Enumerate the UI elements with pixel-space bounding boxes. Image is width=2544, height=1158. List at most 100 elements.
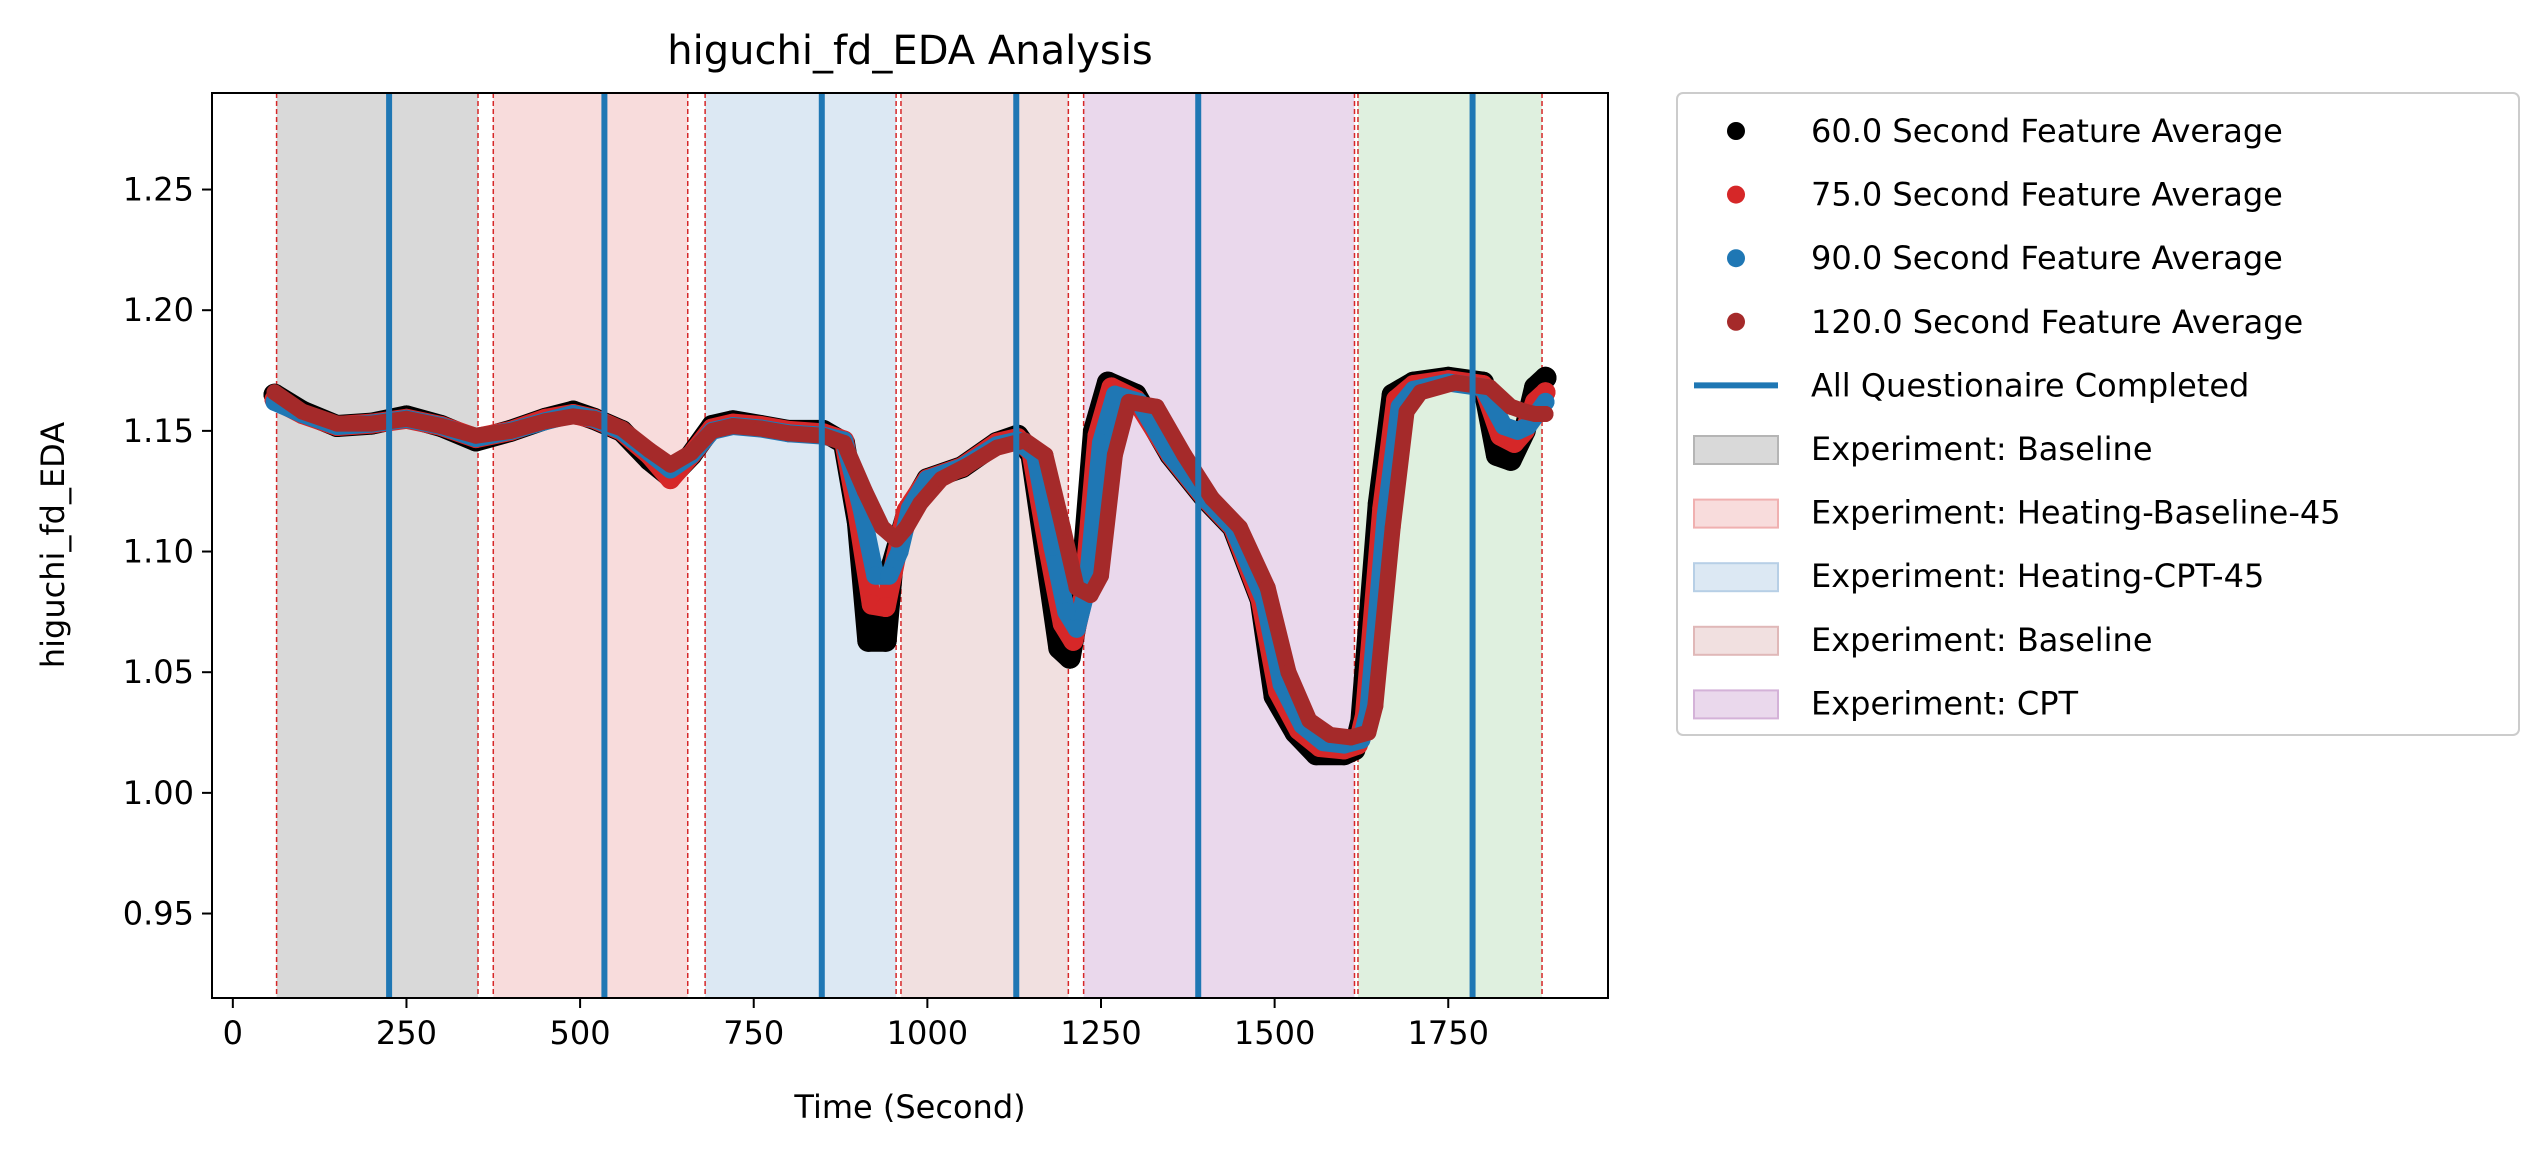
data-point: [1092, 567, 1109, 584]
x-tick-label: 0: [223, 1014, 243, 1052]
data-point: [704, 422, 721, 439]
data-point: [363, 415, 380, 432]
data-point: [752, 420, 769, 437]
data-point: [1360, 724, 1377, 741]
data-point: [1082, 586, 1099, 603]
legend-label: Experiment: Heating-Baseline-45: [1811, 494, 2341, 532]
data-point: [1231, 519, 1248, 536]
data-point: [467, 427, 484, 444]
plot-frame: [211, 92, 1609, 999]
y-tick-label: 1.15: [123, 412, 194, 450]
data-point: [933, 471, 950, 488]
legend-patch-swatch: [1693, 562, 1779, 593]
legend-label: Experiment: Baseline: [1811, 430, 2153, 468]
legend-item-4: 120.0 Second Feature Average: [1727, 303, 2303, 341]
data-point: [1343, 729, 1360, 746]
series-layer: [263, 366, 1557, 766]
data-point: [1106, 447, 1123, 463]
x-axis-label: Time (Second): [793, 1088, 1025, 1126]
data-point: [1537, 405, 1554, 422]
data-point: [857, 629, 880, 652]
legend-item-7: Experiment: Heating-Baseline-45: [1693, 494, 2341, 532]
data-point: [1067, 619, 1086, 638]
data-point: [1204, 490, 1221, 507]
legend: 60.0 Second Feature Average 75.0 Second F…: [1676, 92, 2520, 736]
data-point: [1384, 519, 1401, 536]
data-point: [662, 456, 679, 473]
y-tick-label: 1.00: [123, 774, 194, 812]
data-point: [294, 403, 311, 420]
data-point: [398, 410, 415, 427]
experiment-region-2: [493, 93, 688, 998]
legend-label: 60.0 Second Feature Average: [1811, 112, 2283, 150]
data-point: [1280, 664, 1297, 681]
legend-item-9: Experiment: Baseline: [1693, 621, 2153, 659]
legend-marker: [1727, 185, 1745, 204]
data-point: [898, 519, 915, 536]
data-point: [780, 425, 797, 442]
data-point: [875, 597, 896, 618]
data-point: [1054, 519, 1071, 536]
legend-item-2: 75.0 Second Feature Average: [1727, 176, 2283, 214]
data-point: [1068, 579, 1085, 596]
data-point: [502, 422, 519, 439]
data-point: [856, 483, 873, 500]
data-point: [1494, 417, 1513, 436]
data-point: [1398, 403, 1415, 420]
legend-item-5: All Questionaire Completed: [1694, 366, 2249, 404]
data-point: [988, 439, 1005, 456]
data-point: [266, 384, 283, 401]
legend-label: Experiment: Heating-CPT-45: [1811, 557, 2264, 595]
x-tick-label: 250: [376, 1014, 437, 1052]
legend-label: 75.0 Second Feature Average: [1811, 176, 2283, 214]
data-point: [683, 444, 700, 461]
data-point: [537, 413, 554, 430]
legend-label: 120.0 Second Feature Average: [1811, 303, 2303, 341]
data-point: [1037, 447, 1054, 463]
legend-label: Experiment: Baseline: [1811, 621, 2153, 659]
legend-item-6: Experiment: Baseline: [1693, 430, 2153, 468]
experiment-region-5: [1083, 93, 1355, 998]
legend-label: 90.0 Second Feature Average: [1811, 239, 2283, 277]
data-point: [888, 531, 905, 548]
data-point: [1367, 697, 1384, 714]
data-point: [724, 418, 741, 435]
data-point: [1502, 398, 1519, 415]
data-point: [641, 442, 658, 459]
data-point: [1259, 579, 1276, 596]
data-point: [1499, 448, 1522, 471]
legend-item-1: 60.0 Second Feature Average: [1727, 112, 2283, 150]
data-point: [874, 629, 897, 652]
x-tick-label: 500: [550, 1014, 611, 1052]
legend-label: All Questionaire Completed: [1811, 366, 2249, 404]
data-point: [836, 434, 853, 451]
legend-items: 60.0 Second Feature Average 75.0 Second F…: [1693, 112, 2341, 722]
legend-item-8: Experiment: Heating-CPT-45: [1693, 557, 2264, 595]
data-point: [1534, 366, 1557, 389]
data-point: [1481, 379, 1498, 396]
data-point: [585, 410, 602, 427]
legend-frame: [1676, 92, 2520, 736]
data-point: [1148, 398, 1165, 415]
data-point: [1176, 447, 1193, 463]
y-tick-label: 1.05: [123, 653, 194, 691]
data-point: [1058, 646, 1081, 669]
legend-patch-swatch: [1693, 625, 1779, 656]
data-point: [1091, 433, 1110, 452]
legend-patch-swatch: [1693, 435, 1779, 465]
questionnaire-lines: [386, 93, 1476, 998]
data-point: [1447, 374, 1464, 391]
axis-ticks: 0 250 500 750 1000 1250 1500 1750 0.95 1.00 1.05 1.…: [123, 171, 1489, 1052]
data-point: [1412, 384, 1429, 401]
experiment-regions: [276, 93, 1543, 998]
data-point: [1043, 537, 1062, 556]
data-point: [613, 420, 630, 437]
legend-marker: [1727, 312, 1745, 331]
data-point: [874, 519, 891, 536]
data-point: [961, 456, 978, 473]
x-tick-label: 1500: [1234, 1014, 1315, 1052]
y-axis-label: higuchi_fd_EDA: [34, 422, 72, 668]
x-tick-label: 1250: [1060, 1014, 1141, 1052]
y-tick-label: 1.25: [123, 171, 194, 209]
